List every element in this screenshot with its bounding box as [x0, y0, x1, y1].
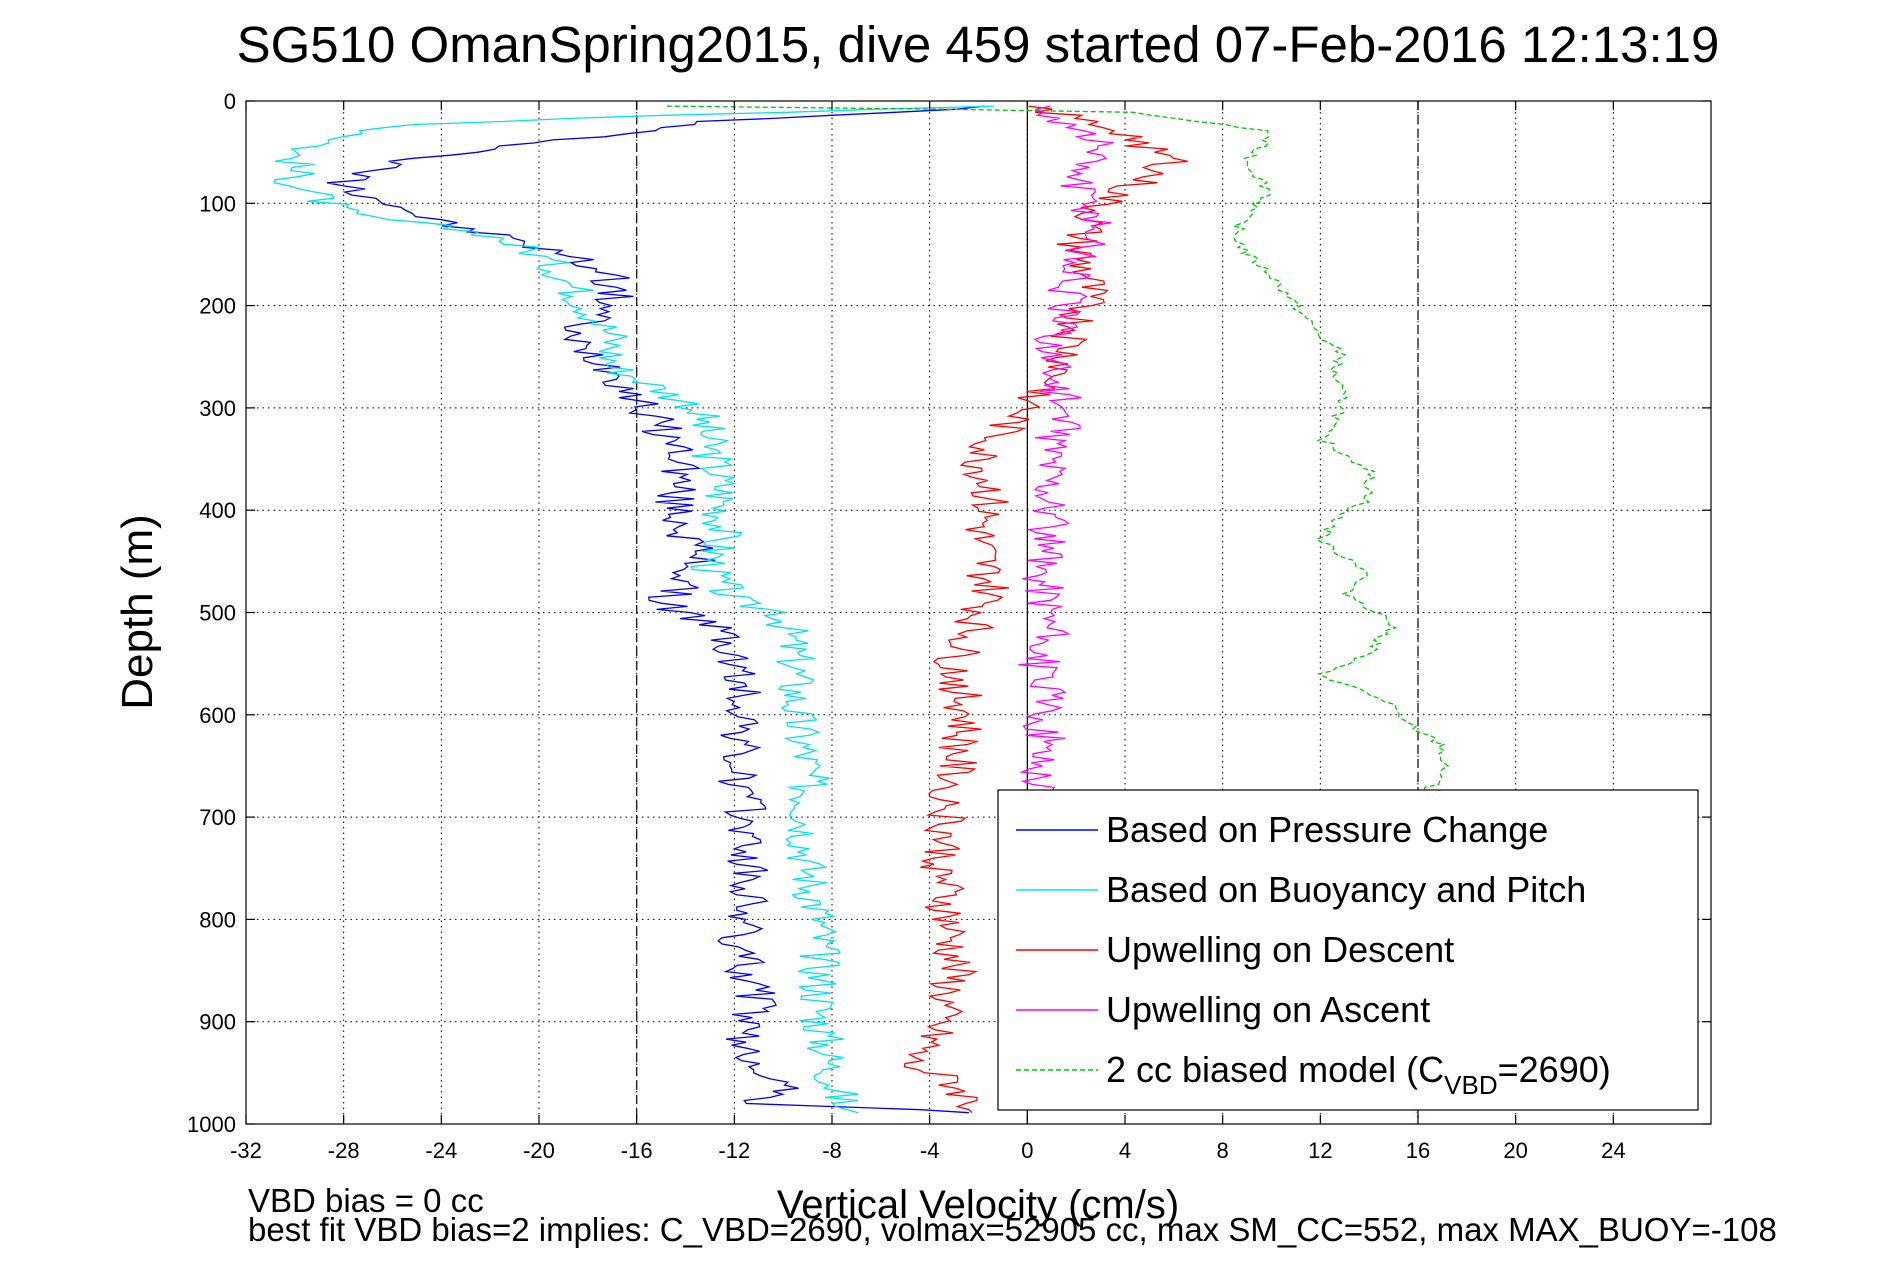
legend-label: 2 cc biased model (CVBD=2690): [1106, 1049, 1611, 1100]
y-tick-label: 500: [199, 601, 236, 626]
y-tick-label: 1000: [187, 1112, 236, 1137]
y-axis-ticks: 0 100 200 300 400 500 600 700 800 900 1000: [187, 89, 1711, 1137]
x-tick-label: -28: [328, 1138, 360, 1163]
series-line-5: [666, 105, 1450, 1114]
x-tick-label: 24: [1601, 1138, 1625, 1163]
x-tick-label: 4: [1119, 1138, 1131, 1163]
series-line-1: [326, 105, 985, 1114]
series-layer: [273, 105, 1450, 1114]
legend-label: Upwelling on Ascent: [1106, 989, 1430, 1030]
x-tick-label: 8: [1217, 1138, 1229, 1163]
x-tick-label: -20: [523, 1138, 555, 1163]
y-tick-label: 800: [199, 907, 236, 932]
x-axis-ticks: -32 -28 -24 -20 -16 -12 -8 -4 0 4 8 12 16 20 24: [230, 101, 1626, 1163]
x-tick-label: 20: [1503, 1138, 1527, 1163]
legend-label: Based on Buoyancy and Pitch: [1106, 869, 1586, 910]
footnote-vbd-bias: VBD bias = 0 cc: [248, 1182, 484, 1219]
x-tick-label: 16: [1406, 1138, 1430, 1163]
y-tick-label: 0: [224, 89, 236, 114]
legend: Based on Pressure Change Based on Buoyanc…: [997, 789, 1699, 1111]
y-tick-label: 700: [199, 805, 236, 830]
legend-box: [997, 789, 1699, 1111]
y-tick-label: 600: [199, 703, 236, 728]
x-tick-label: -4: [920, 1138, 940, 1163]
legend-label: Upwelling on Descent: [1106, 929, 1454, 970]
y-tick-label: 400: [199, 498, 236, 523]
y-axis-label: Depth (m): [113, 514, 162, 710]
x-tick-label: -32: [230, 1138, 262, 1163]
y-tick-label: 300: [199, 396, 236, 421]
x-tick-label: -8: [822, 1138, 842, 1163]
x-tick-label: 0: [1021, 1138, 1033, 1163]
series-line-2: [273, 105, 995, 1114]
x-tick-label: 12: [1308, 1138, 1332, 1163]
legend-label: Based on Pressure Change: [1106, 809, 1548, 850]
chart-title: SG510 OmanSpring2015, dive 459 started 0…: [237, 16, 1720, 73]
x-axis-label: Vertical Velocity (cm/s): [777, 1183, 1179, 1227]
x-tick-label: -12: [718, 1138, 750, 1163]
x-tick-label: -16: [621, 1138, 653, 1163]
y-tick-label: 900: [199, 1010, 236, 1035]
footnote-best-fit: best fit VBD bias=2 implies: C_VBD=2690,…: [248, 1211, 1777, 1248]
y-tick-label: 100: [199, 191, 236, 216]
y-tick-label: 200: [199, 294, 236, 319]
x-tick-label: -24: [425, 1138, 457, 1163]
